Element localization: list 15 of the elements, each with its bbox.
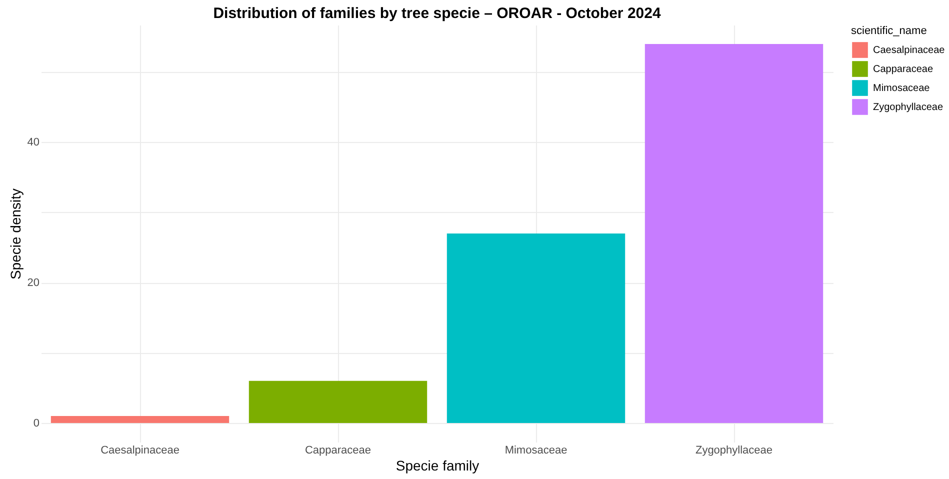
- x-tick-label: Mimosaceae: [504, 444, 568, 456]
- y-tick-label: 40: [27, 136, 40, 149]
- legend-label: Caesalpinaceae: [873, 45, 946, 56]
- chart-title: Distribution of families by tree specie – OROAR - October 2024: [213, 5, 662, 22]
- y-axis-title: Specie density: [7, 188, 24, 280]
- x-tick-label: Capparaceae: [304, 444, 372, 456]
- legend-title: scientific_name: [851, 25, 927, 37]
- legend-label: Mimosaceae: [873, 83, 930, 94]
- legend-label: Capparaceae: [873, 64, 934, 75]
- x-tick-label: Caesalpinaceae: [100, 444, 180, 456]
- y-tick-label: 0: [33, 418, 40, 430]
- x-axis-title: Specie family: [396, 458, 480, 474]
- x-tick-label: Zygophyllaceae: [695, 444, 773, 456]
- y-tick-label: 20: [27, 277, 40, 290]
- legend-label: Zygophyllaceae: [873, 102, 944, 113]
